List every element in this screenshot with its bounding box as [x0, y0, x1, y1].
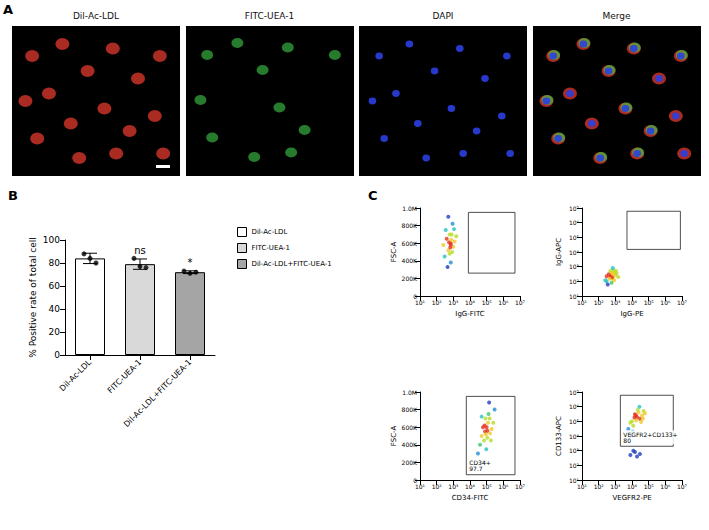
svg-text:80: 80 — [623, 437, 631, 444]
svg-text:IgG-PE: IgG-PE — [620, 310, 643, 318]
svg-text:CD133-APC: CD133-APC — [555, 416, 563, 456]
html-text:FITC-UEA-1: FITC-UEA-1 — [244, 11, 295, 21]
svg-text:10⁵: 10⁵ — [569, 418, 580, 425]
svg-text:400K: 400K — [402, 441, 418, 448]
svg-text:20: 20 — [49, 327, 61, 337]
svg-text:10²: 10² — [569, 462, 580, 469]
svg-text:10⁶: 10⁶ — [660, 299, 671, 306]
svg-text:10⁵: 10⁵ — [644, 483, 655, 490]
svg-text:10¹: 10¹ — [577, 299, 588, 306]
svg-text:Dil-Ac-LDL: Dil-Ac-LDL — [58, 357, 94, 393]
svg-text:0: 0 — [413, 292, 417, 300]
svg-text:% Positive rate of total cell: % Positive rate of total cell — [28, 237, 38, 358]
svg-text:IgG-FITC: IgG-FITC — [455, 310, 484, 318]
svg-text:10⁶: 10⁶ — [498, 483, 509, 490]
svg-text:*: * — [188, 257, 193, 268]
svg-text:10³: 10³ — [448, 483, 459, 490]
svg-text:10¹: 10¹ — [569, 292, 579, 300]
html-text:DAPI: DAPI — [432, 11, 454, 21]
svg-text:10¹: 10¹ — [415, 483, 426, 490]
svg-text:60: 60 — [49, 281, 61, 291]
svg-text:600K: 600K — [402, 424, 418, 431]
svg-text:10⁷: 10⁷ — [515, 299, 526, 306]
svg-text:100: 100 — [43, 235, 60, 245]
svg-text:0: 0 — [413, 476, 417, 484]
svg-text:10²: 10² — [569, 278, 580, 285]
svg-text:80: 80 — [49, 258, 61, 268]
svg-text:10²: 10² — [594, 483, 605, 490]
svg-text:200K: 200K — [402, 275, 418, 282]
svg-text:600K: 600K — [402, 240, 418, 247]
svg-text:Dil-Ac-LDL: Dil-Ac-LDL — [252, 228, 288, 236]
svg-text:1.0M: 1.0M — [402, 389, 417, 396]
svg-text:VEGFR2-PE: VEGFR2-PE — [612, 494, 651, 502]
svg-text:10⁶: 10⁶ — [569, 403, 580, 410]
svg-text:400K: 400K — [402, 257, 418, 264]
svg-text:10⁵: 10⁵ — [569, 234, 580, 241]
svg-text:10⁷: 10⁷ — [677, 483, 688, 490]
html-text:Dil-Ac-LDL: Dil-Ac-LDL — [72, 11, 120, 21]
svg-text:10⁵: 10⁵ — [644, 299, 655, 306]
svg-text:FSC-A: FSC-A — [390, 242, 398, 263]
svg-text:10⁴: 10⁴ — [569, 433, 580, 440]
svg-text:800K: 800K — [402, 222, 418, 229]
svg-text:10³: 10³ — [569, 263, 580, 270]
svg-text:10⁶: 10⁶ — [660, 483, 671, 490]
html-text:C: C — [368, 188, 378, 203]
svg-text:VEGFR2+CD133+: VEGFR2+CD133+ — [623, 431, 677, 438]
svg-text:800K: 800K — [402, 406, 418, 413]
svg-text:ns: ns — [134, 245, 146, 256]
svg-text:10⁴: 10⁴ — [627, 299, 638, 306]
svg-text:10⁵: 10⁵ — [482, 483, 493, 490]
svg-text:97.7: 97.7 — [469, 465, 483, 472]
svg-text:10³: 10³ — [610, 299, 621, 306]
svg-text:10⁴: 10⁴ — [569, 249, 580, 256]
svg-text:CD34+: CD34+ — [469, 459, 491, 467]
svg-text:10⁷: 10⁷ — [569, 205, 580, 212]
svg-text:0: 0 — [54, 350, 60, 360]
svg-text:10¹: 10¹ — [569, 476, 579, 484]
svg-text:Dil-Ac-LDL+FITC-UEA-1: Dil-Ac-LDL+FITC-UEA-1 — [122, 358, 193, 429]
svg-text:FSC-A: FSC-A — [390, 426, 398, 447]
svg-text:10⁴: 10⁴ — [465, 483, 476, 490]
svg-text:10³: 10³ — [448, 299, 459, 306]
svg-text:10³: 10³ — [569, 447, 580, 454]
svg-text:10²: 10² — [594, 299, 605, 306]
svg-text:10³: 10³ — [610, 483, 621, 490]
html-text:Merge: Merge — [602, 11, 631, 21]
svg-text:Dil-Ac-LDL+FITC-UEA-1: Dil-Ac-LDL+FITC-UEA-1 — [252, 260, 332, 268]
svg-text:10⁵: 10⁵ — [482, 299, 493, 306]
svg-text:10⁷: 10⁷ — [677, 299, 688, 306]
svg-text:10¹: 10¹ — [415, 299, 426, 306]
svg-text:10²: 10² — [432, 299, 443, 306]
svg-text:10⁶: 10⁶ — [498, 299, 509, 306]
svg-text:10⁴: 10⁴ — [465, 299, 476, 306]
html-text:A: A — [3, 2, 14, 17]
svg-text:IgG-APC: IgG-APC — [555, 238, 563, 266]
svg-text:CD34-FITC: CD34-FITC — [452, 494, 489, 502]
svg-text:200K: 200K — [402, 459, 418, 466]
svg-text:10²: 10² — [432, 483, 443, 490]
svg-text:10⁴: 10⁴ — [627, 483, 638, 490]
svg-text:10⁷: 10⁷ — [569, 389, 580, 396]
svg-text:10⁶: 10⁶ — [569, 219, 580, 226]
svg-text:10¹: 10¹ — [577, 483, 588, 490]
svg-text:FITC-UEA-1: FITC-UEA-1 — [252, 244, 291, 252]
svg-text:FITC-UEA-1: FITC-UEA-1 — [106, 358, 143, 395]
svg-text:1.0M: 1.0M — [402, 205, 417, 212]
svg-text:10⁷: 10⁷ — [515, 483, 526, 490]
svg-text:40: 40 — [49, 304, 61, 314]
html-text:B: B — [8, 188, 18, 203]
